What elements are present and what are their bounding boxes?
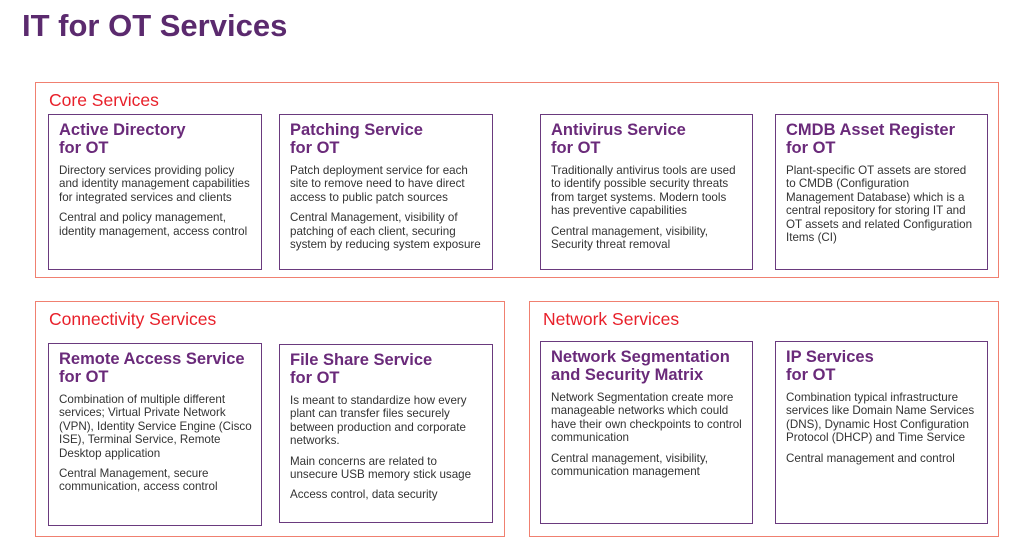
service-group: Connectivity Services <box>35 301 505 537</box>
card-title-line: for OT <box>786 139 836 157</box>
card-title: Patching Service for OT <box>290 121 484 157</box>
card-text: Patch deployment service for each site t… <box>290 164 468 204</box>
group-label: Core Services <box>49 90 159 110</box>
card-title: Antivirus Service for OT <box>551 121 744 157</box>
card-title-line: IP Services <box>786 348 874 366</box>
card-text: Network Segmentation create more managea… <box>551 391 742 445</box>
card-text: Traditionally antivirus tools are used t… <box>551 164 736 218</box>
service-card: Network Segmentation and Security Matrix N… <box>540 341 753 524</box>
service-card: CMDB Asset Register for OT Plant-specific … <box>775 114 988 270</box>
card-title-line: and Security Matrix <box>551 366 704 384</box>
card-text: Central Management, secure communication… <box>59 467 218 494</box>
card-title-line: for OT <box>551 139 601 157</box>
card-title: Network Segmentation and Security Matrix <box>551 348 744 384</box>
card-text: Combination of multiple different servic… <box>59 393 252 460</box>
card-title-line: CMDB Asset Register <box>786 121 956 139</box>
service-card: Antivirus Service for OT Traditionally ant… <box>540 114 753 270</box>
card-text: Combination typical infrastructure servi… <box>786 391 975 445</box>
card-text: Central Management, visibility of patchi… <box>290 211 481 252</box>
card-title: File Share Service for OT <box>290 351 484 387</box>
card-text: Plant-specific OT assets are stored to C… <box>786 164 973 245</box>
card-title-line: for OT <box>290 369 340 387</box>
group-label: Network Services <box>543 309 680 329</box>
card-text: Main concerns are related to unsecure US… <box>290 454 472 482</box>
card-text: Central management, visibility, communic… <box>551 451 709 479</box>
card-title: IP Services for OT <box>786 348 979 384</box>
service-card: Remote Access Service for OT Combination o… <box>48 343 262 526</box>
card-text: Central management and control <box>786 451 955 465</box>
card-title-line: Network Segmentation <box>551 348 730 366</box>
card-title-line: Patching Service <box>290 121 423 139</box>
card-title-line: for OT <box>59 139 109 157</box>
card-text: Is meant to standardize how every plant … <box>290 394 467 448</box>
group-label: Connectivity Services <box>49 309 217 329</box>
service-group: Core Services <box>35 82 999 278</box>
service-card: Patching Service for OT Patch deployment s… <box>279 114 493 270</box>
service-card: Active Directory for OT Directory services… <box>48 114 262 270</box>
card-text: Access control, data security <box>290 488 438 502</box>
card-title-line: Active Directory <box>59 121 186 139</box>
card-title-line: for OT <box>59 368 109 386</box>
service-card: File Share Service for OT Is meant to stan… <box>279 344 493 523</box>
card-text: Central management, visibility, Security… <box>551 224 709 252</box>
card-title-line: Remote Access Service <box>59 350 245 368</box>
card-title: CMDB Asset Register for OT <box>786 121 979 157</box>
card-title-line: for OT <box>290 139 340 157</box>
card-title: Active Directory for OT <box>59 121 253 157</box>
card-text: Central and policy management, identity … <box>59 211 248 238</box>
service-group: Network Services <box>529 301 999 537</box>
page-title: IT for OT Services <box>22 8 288 43</box>
card-title-line: Antivirus Service <box>551 121 686 139</box>
card-title-line: File Share Service <box>290 351 433 369</box>
card-title-line: for OT <box>786 366 836 384</box>
card-title: Remote Access Service for OT <box>59 350 253 386</box>
service-card: IP Services for OT Combination typical inf… <box>775 341 988 524</box>
card-text: Directory services providing policy and … <box>59 164 250 204</box>
